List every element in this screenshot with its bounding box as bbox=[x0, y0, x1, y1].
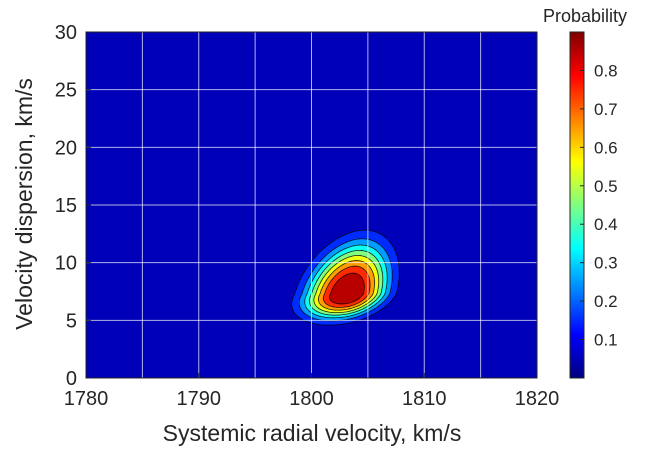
contour-line-0-7 bbox=[322, 265, 371, 308]
colorbar-tick-label: 0.2 bbox=[594, 292, 618, 311]
contour-line-0-3 bbox=[304, 244, 388, 319]
colorbar-tick-label: 0.5 bbox=[594, 177, 618, 196]
x-tick-label: 1820 bbox=[515, 388, 560, 410]
y-tick-label: 15 bbox=[55, 195, 77, 217]
y-tick-label: 5 bbox=[66, 310, 77, 332]
y-tick-label: 20 bbox=[55, 137, 77, 159]
y-tick-label: 25 bbox=[55, 80, 77, 102]
colorbar-tick-label: 0.6 bbox=[594, 138, 618, 157]
x-tick-label: 1790 bbox=[177, 388, 222, 410]
y-tick-label: 10 bbox=[55, 253, 77, 275]
colorbar: 0.1 0.2 0.3 0.4 0.5 0.6 0.7 0.8 bbox=[569, 31, 618, 379]
colorbar-frame bbox=[569, 31, 585, 379]
colorbar-tick-label: 0.7 bbox=[594, 100, 618, 119]
grid-layer bbox=[86, 32, 537, 378]
colorbar-title: Probability bbox=[543, 6, 627, 26]
axes-layer: 1780 1790 1800 1810 1820 0 5 10 15 20 25 30 bbox=[55, 22, 560, 410]
y-axis-label: Velocity dispersion, km/s bbox=[11, 78, 37, 330]
colorbar-tick-label: 0.8 bbox=[594, 61, 618, 80]
contour-line-0-8 bbox=[329, 272, 365, 305]
colorbar-tick-label: 0.1 bbox=[594, 331, 618, 350]
y-tick-label: 30 bbox=[55, 22, 77, 44]
x-tick-label: 1780 bbox=[64, 388, 109, 410]
colorbar-tick-label: 0.3 bbox=[594, 254, 618, 273]
x-tick-label: 1810 bbox=[402, 388, 447, 410]
colorbar-gradient bbox=[570, 32, 584, 378]
contour-line-layer bbox=[291, 229, 400, 326]
contour-line-0-4 bbox=[309, 250, 384, 316]
y-tick-label: 0 bbox=[66, 368, 77, 390]
x-tick-label: 1800 bbox=[289, 388, 334, 410]
contour-line-0-5 bbox=[313, 255, 380, 314]
contour-line-0-1 bbox=[291, 229, 400, 326]
x-axis-label: Systemic radial velocity, km/s bbox=[163, 420, 462, 446]
contour-line-0-2 bbox=[298, 238, 393, 322]
colorbar-tick-label: 0.4 bbox=[594, 215, 618, 234]
